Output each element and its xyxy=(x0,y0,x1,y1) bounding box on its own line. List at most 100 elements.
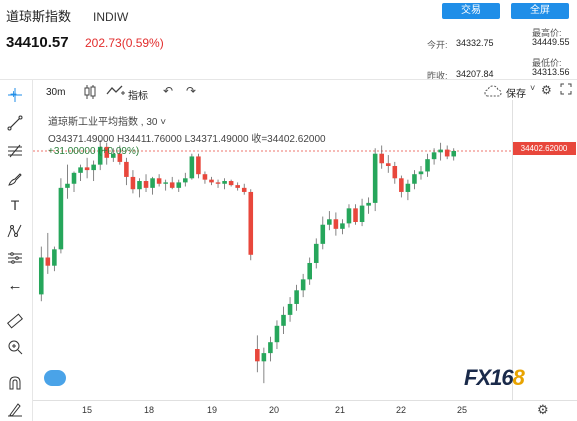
x-tick-label: 25 xyxy=(457,405,468,415)
candle xyxy=(196,153,201,179)
candle-body xyxy=(189,156,195,179)
candle xyxy=(150,176,155,195)
trendline-tool-icon[interactable] xyxy=(4,112,26,134)
candle xyxy=(281,306,286,334)
price-axis-border xyxy=(512,100,513,400)
candle-body xyxy=(346,208,352,224)
save-button[interactable]: 保存 xyxy=(506,89,526,100)
candle-body xyxy=(444,149,450,157)
candle-body xyxy=(130,176,136,190)
candle xyxy=(215,179,221,188)
trade-button[interactable]: 交易 xyxy=(442,3,500,19)
candle xyxy=(438,142,443,161)
candle xyxy=(451,148,457,161)
candle xyxy=(45,232,51,274)
candle-body xyxy=(353,208,358,222)
candle xyxy=(385,155,391,173)
instrument-name-text: 道琼斯指数 xyxy=(6,9,72,24)
candle-body xyxy=(451,150,457,157)
candle-style-icon[interactable] xyxy=(83,84,97,103)
x-tick-label: 18 xyxy=(144,405,155,415)
candle-body xyxy=(405,183,411,192)
cloud-logo-icon xyxy=(44,370,66,386)
instrument-code: INDIW xyxy=(93,10,129,24)
candle-body xyxy=(235,185,240,188)
candle-body xyxy=(261,353,267,362)
candle-body xyxy=(379,153,385,164)
candle xyxy=(156,174,162,187)
candle-body xyxy=(385,163,391,166)
candle-body xyxy=(209,179,214,183)
measure-tool-icon[interactable] xyxy=(4,247,26,269)
candle-body xyxy=(183,178,188,183)
candle-body xyxy=(431,152,437,160)
candle xyxy=(431,148,437,165)
candle-body xyxy=(215,182,221,184)
indicators-button[interactable]: 指标 xyxy=(128,91,148,102)
candle-body xyxy=(366,202,371,206)
magnet-icon[interactable] xyxy=(4,372,26,394)
indicator-icon[interactable] xyxy=(106,84,126,101)
cloud-icon[interactable] xyxy=(484,84,502,101)
candle xyxy=(84,157,90,179)
brush-tool-icon[interactable] xyxy=(4,168,26,190)
ruler-icon[interactable] xyxy=(4,310,26,332)
candle-body xyxy=(438,149,443,153)
candle-body xyxy=(150,178,155,188)
candle xyxy=(163,179,168,191)
candle-body xyxy=(340,223,345,229)
toolbar-divider xyxy=(0,79,577,80)
zoom-in-icon[interactable] xyxy=(4,336,26,358)
candle xyxy=(379,145,385,169)
candle xyxy=(222,178,227,190)
candle-body xyxy=(110,153,116,158)
candle-body xyxy=(274,325,280,343)
lock-drawing-icon[interactable] xyxy=(4,398,26,420)
x-tick-label: 22 xyxy=(396,405,407,415)
text-tool-icon[interactable]: T xyxy=(10,197,20,213)
left-toolbar-divider xyxy=(32,80,33,421)
crosshair-icon[interactable]: + xyxy=(10,87,18,101)
fullscreen-button[interactable]: 全屏 xyxy=(511,3,569,19)
candle xyxy=(366,197,371,214)
back-arrow-icon[interactable]: ← xyxy=(7,276,23,294)
pattern-tool-icon[interactable] xyxy=(4,220,26,242)
price-change: 202.73(0.59%) xyxy=(85,36,164,50)
x-tick-label: 20 xyxy=(269,405,280,415)
candle xyxy=(91,160,96,182)
chevron-down-icon[interactable]: ˅ xyxy=(530,83,536,93)
candle-body xyxy=(58,187,64,250)
low-value: 34313.56 xyxy=(532,67,570,77)
candle-body xyxy=(137,181,142,190)
candle xyxy=(405,179,411,201)
redo-icon[interactable]: ↷ xyxy=(186,84,197,98)
cursor-tool[interactable] xyxy=(4,84,26,106)
candle-body xyxy=(228,181,234,186)
time-axis-border xyxy=(33,400,577,401)
candle xyxy=(399,175,404,198)
chart-legend-change: +31.00000 (+0.09%) xyxy=(48,146,140,157)
interval-selector[interactable]: 30m xyxy=(46,87,66,98)
last-price-tag: 34402.62000 xyxy=(512,142,576,155)
candle xyxy=(340,219,345,235)
candle-body xyxy=(294,290,299,304)
candle xyxy=(65,164,70,199)
screenshot-icon[interactable] xyxy=(560,83,572,98)
candle-body xyxy=(196,156,201,175)
candle-body xyxy=(372,153,378,203)
high-label: 最高价: xyxy=(532,28,562,38)
candle xyxy=(425,153,430,177)
candle-body xyxy=(281,314,286,326)
candle xyxy=(268,336,273,362)
instrument-name: 道琼斯指数 INDIW xyxy=(6,6,128,25)
chart-settings-gear-icon[interactable]: ⚙ xyxy=(537,402,549,417)
candle-body xyxy=(255,349,260,362)
settings-icon[interactable]: ⚙ xyxy=(541,83,552,97)
undo-icon[interactable]: ↶ xyxy=(163,84,174,98)
candlestick-chart[interactable] xyxy=(33,100,512,400)
candle xyxy=(38,246,44,302)
candle-body xyxy=(104,146,110,158)
fib-tool-icon[interactable] xyxy=(4,140,26,162)
candle xyxy=(189,153,195,180)
candle-body xyxy=(425,159,430,172)
